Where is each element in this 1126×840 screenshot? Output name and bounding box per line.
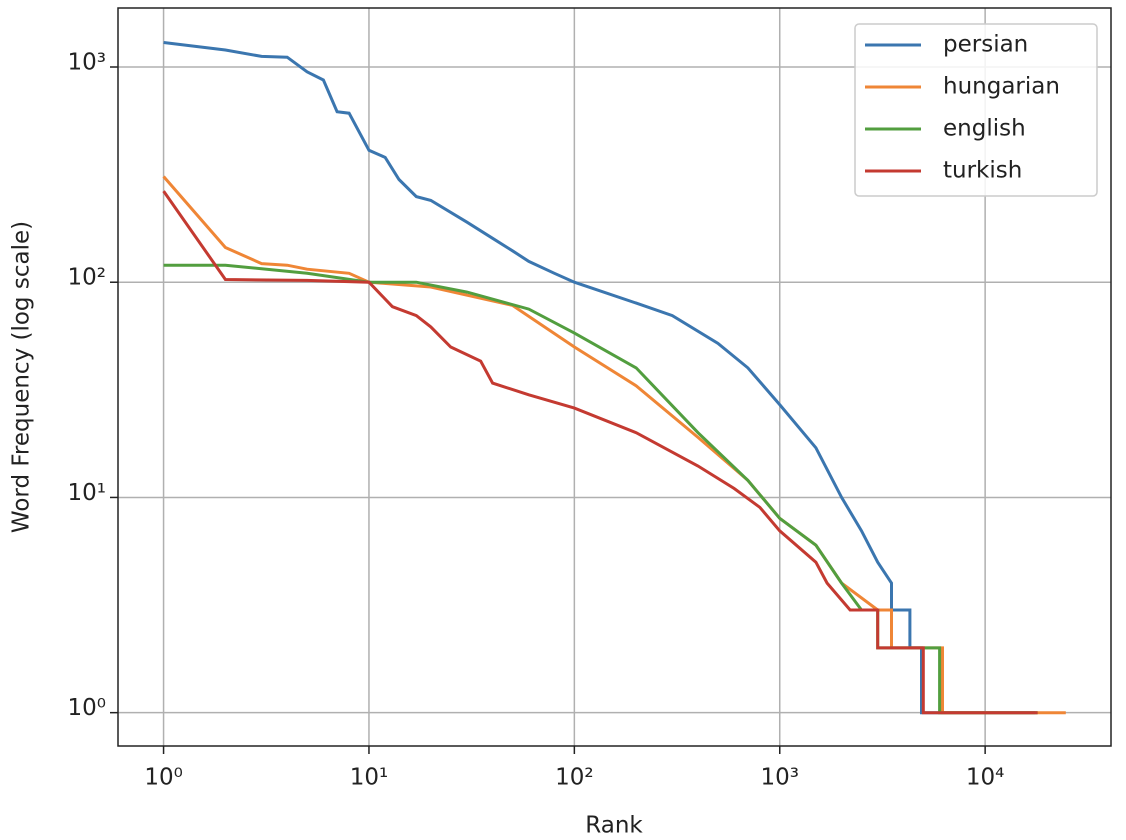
x-tick-label: 10² (555, 765, 594, 791)
x-tick-label: 10⁰ (144, 765, 183, 791)
legend-label: persian (943, 32, 1028, 58)
legend-label: hungarian (943, 74, 1060, 100)
y-tick-label: 10⁰ (68, 695, 107, 721)
legend-label: turkish (943, 158, 1022, 184)
x-tick-label: 10⁴ (966, 765, 1005, 791)
series-line (162, 175, 1066, 715)
x-tick-label: 10³ (760, 765, 799, 791)
x-axis-label: Rank (585, 813, 643, 839)
legend-box (854, 23, 1098, 197)
legend-label: english (943, 116, 1026, 142)
series-line (163, 41, 1036, 715)
y-tick-label: 10² (68, 265, 107, 291)
x-tick-label: 10¹ (350, 765, 389, 791)
series-line (163, 263, 1038, 715)
series-line (162, 190, 1038, 715)
y-tick-label: 10³ (68, 50, 107, 76)
plot-frame (117, 7, 1112, 747)
y-axis-label: Word Frequency (log scale) (9, 221, 35, 533)
y-tick-label: 10¹ (68, 480, 107, 506)
